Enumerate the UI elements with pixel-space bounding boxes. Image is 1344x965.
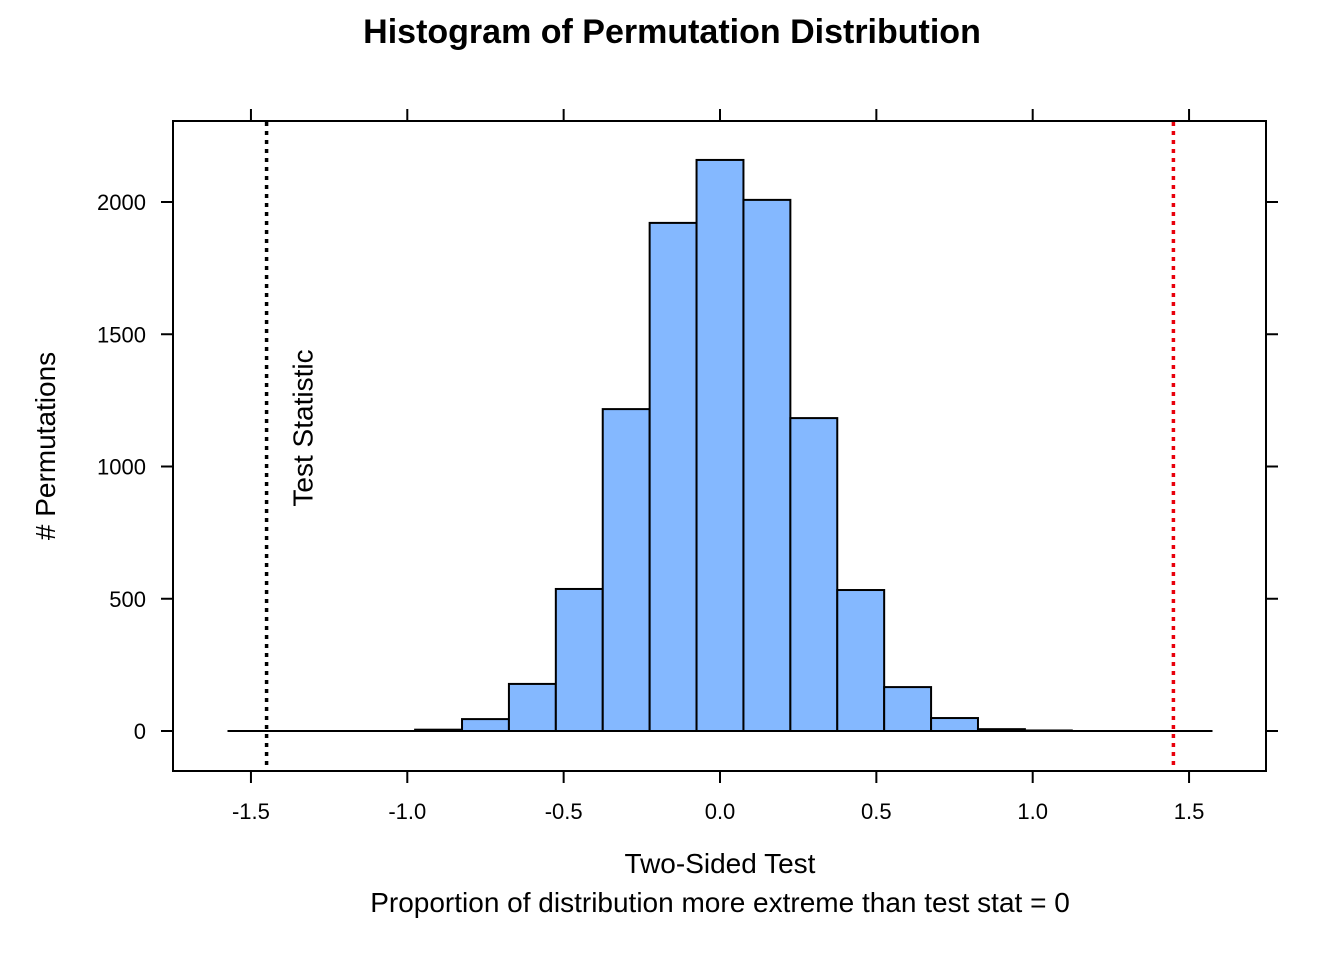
y-tick-label: 500 bbox=[109, 587, 146, 612]
histogram-bar bbox=[1023, 729, 1073, 733]
histogram-bar bbox=[695, 158, 745, 732]
y-tick-label: 2000 bbox=[97, 190, 146, 215]
chart-subtitle: Proportion of distribution more extreme … bbox=[370, 887, 1070, 918]
x-tick-label: 1.0 bbox=[1017, 799, 1048, 824]
histogram-bar bbox=[601, 408, 651, 732]
x-tick-label: -0.5 bbox=[545, 799, 583, 824]
y-tick-label: 0 bbox=[134, 719, 146, 744]
histogram-bar bbox=[414, 728, 464, 732]
histogram-bar bbox=[742, 198, 792, 733]
histogram-bar bbox=[930, 717, 979, 732]
histogram-bar bbox=[461, 718, 510, 732]
x-tick-label: 0.5 bbox=[861, 799, 892, 824]
x-axis-label: Two-Sided Test bbox=[625, 848, 816, 879]
reference-line-label: Test Statistic bbox=[288, 349, 319, 506]
histogram-bar bbox=[836, 589, 886, 732]
x-tick-label: 1.5 bbox=[1174, 799, 1205, 824]
y-axis-label: # Permutations bbox=[30, 352, 61, 540]
x-tick-label: -1.0 bbox=[388, 799, 426, 824]
y-tick-label: 1000 bbox=[97, 455, 146, 480]
x-tick-label: 0.0 bbox=[705, 799, 736, 824]
histogram-bar bbox=[507, 682, 557, 733]
histogram-bar bbox=[648, 221, 698, 732]
chart-title: Histogram of Permutation Distribution bbox=[363, 13, 981, 51]
y-tick-label: 1500 bbox=[97, 322, 146, 347]
histogram-bar bbox=[789, 417, 839, 732]
histogram-bar bbox=[554, 587, 604, 732]
histogram-bar bbox=[883, 686, 933, 733]
histogram-bar bbox=[976, 728, 1026, 732]
x-tick-label: -1.5 bbox=[232, 799, 270, 824]
